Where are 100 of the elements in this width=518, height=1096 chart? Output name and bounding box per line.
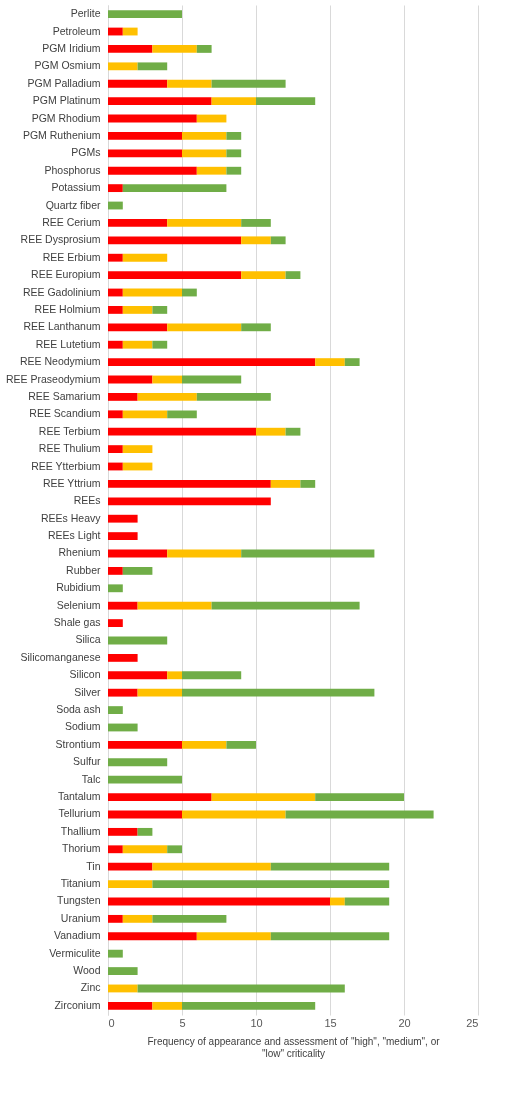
bar bbox=[122, 845, 168, 854]
bar bbox=[270, 479, 301, 488]
bar bbox=[108, 532, 138, 541]
bar bbox=[226, 166, 242, 175]
bar bbox=[182, 132, 227, 140]
y-tick-label: Rhenium bbox=[58, 546, 101, 559]
x-tick-label: 25 bbox=[466, 1016, 479, 1029]
y-tick-label: REE Cerium bbox=[42, 215, 101, 228]
y-tick-label: Shale gas bbox=[53, 616, 101, 629]
y-tick-label: Talc bbox=[81, 772, 101, 785]
bar bbox=[108, 688, 138, 697]
bar bbox=[108, 706, 123, 714]
y-tick-label: REE Neodymium bbox=[19, 355, 101, 368]
bar bbox=[226, 740, 256, 749]
bar bbox=[167, 671, 182, 680]
y-tick-label: REE Dysprosium bbox=[20, 233, 101, 246]
y-tick-label: REE Europium bbox=[31, 268, 101, 281]
bar bbox=[108, 949, 123, 958]
y-tick-label: Tin bbox=[86, 859, 101, 872]
y-tick-label: REE Erbium bbox=[42, 250, 101, 263]
y-tick-label: Petroleum bbox=[52, 24, 101, 37]
bar bbox=[182, 1001, 316, 1010]
y-tick-label: Titanium bbox=[60, 877, 101, 890]
y-tick-label: REE Yttrium bbox=[42, 476, 101, 489]
bar bbox=[108, 932, 197, 941]
bar bbox=[108, 114, 197, 123]
bar bbox=[270, 236, 286, 245]
y-tick-label: Tellurium bbox=[58, 807, 101, 820]
bar bbox=[137, 827, 153, 836]
bar bbox=[108, 306, 123, 314]
y-tick-label: REE Terbium bbox=[38, 424, 101, 437]
bar bbox=[108, 27, 123, 36]
bar bbox=[108, 323, 168, 332]
bar bbox=[108, 723, 138, 732]
y-tick-label: REEs Light bbox=[47, 529, 101, 542]
bar bbox=[270, 932, 390, 941]
y-tick-label: Silica bbox=[75, 633, 101, 646]
y-tick-label: Tantalum bbox=[57, 790, 101, 803]
y-tick-label: Uranium bbox=[60, 911, 101, 924]
x-tick-label: 20 bbox=[398, 1016, 411, 1029]
bar bbox=[108, 97, 212, 106]
bar bbox=[122, 253, 168, 262]
bar bbox=[108, 392, 138, 401]
y-tick-label: REE Scandium bbox=[29, 407, 101, 420]
bar bbox=[108, 462, 123, 471]
y-tick-label: REEs Heavy bbox=[40, 511, 102, 524]
bar bbox=[285, 427, 301, 436]
y-tick-label: Quartz fiber bbox=[45, 198, 101, 211]
bar bbox=[108, 184, 123, 193]
bar bbox=[122, 410, 168, 419]
bar bbox=[108, 236, 242, 245]
bar bbox=[137, 688, 182, 697]
x-tick-label: 0 bbox=[108, 1016, 115, 1029]
y-tick-label: PGM Palladium bbox=[27, 76, 101, 89]
bar bbox=[122, 445, 153, 454]
bar bbox=[285, 271, 301, 280]
y-tick-label: Rubber bbox=[66, 563, 101, 576]
bar bbox=[108, 845, 123, 854]
bar bbox=[108, 427, 256, 436]
bar bbox=[315, 793, 404, 801]
bar bbox=[182, 688, 375, 697]
bar bbox=[182, 810, 286, 819]
bar bbox=[241, 219, 271, 227]
bar bbox=[108, 914, 123, 923]
bar bbox=[211, 601, 360, 610]
bar bbox=[152, 862, 271, 871]
y-tick-label: Thallium bbox=[60, 824, 101, 837]
bar bbox=[108, 79, 168, 88]
y-tick-label: Silicomanganese bbox=[20, 650, 101, 663]
bar bbox=[270, 862, 390, 871]
bar bbox=[211, 97, 256, 106]
bar bbox=[108, 653, 138, 662]
y-tick-label: Thorium bbox=[61, 842, 101, 855]
y-tick-label: Vanadium bbox=[53, 929, 101, 942]
bar bbox=[108, 740, 182, 749]
bar bbox=[108, 827, 138, 836]
bar bbox=[108, 566, 123, 575]
bar bbox=[152, 375, 182, 384]
y-tick-label: Silver bbox=[74, 685, 101, 698]
bar bbox=[167, 323, 242, 332]
y-tick-label: REEs bbox=[73, 494, 101, 507]
y-tick-label: Zinc bbox=[80, 981, 101, 994]
y-tick-label: REE Samarium bbox=[28, 389, 101, 402]
bar bbox=[108, 288, 123, 297]
y-tick-label: Zirconium bbox=[54, 998, 101, 1011]
y-tick-label: Soda ash bbox=[56, 703, 101, 716]
bar bbox=[167, 219, 242, 227]
bar bbox=[182, 671, 242, 680]
bar bbox=[122, 27, 138, 36]
bar bbox=[108, 201, 123, 210]
y-tick-label: PGM Platinum bbox=[32, 94, 101, 107]
y-tick-label: Wood bbox=[73, 964, 101, 977]
bar bbox=[108, 984, 138, 993]
bar bbox=[108, 253, 123, 262]
bar bbox=[122, 340, 153, 349]
bar bbox=[226, 132, 242, 140]
bar bbox=[108, 1001, 153, 1010]
bar bbox=[108, 219, 168, 227]
bar bbox=[196, 392, 271, 401]
y-tick-label: PGM Ruthenium bbox=[22, 128, 101, 141]
